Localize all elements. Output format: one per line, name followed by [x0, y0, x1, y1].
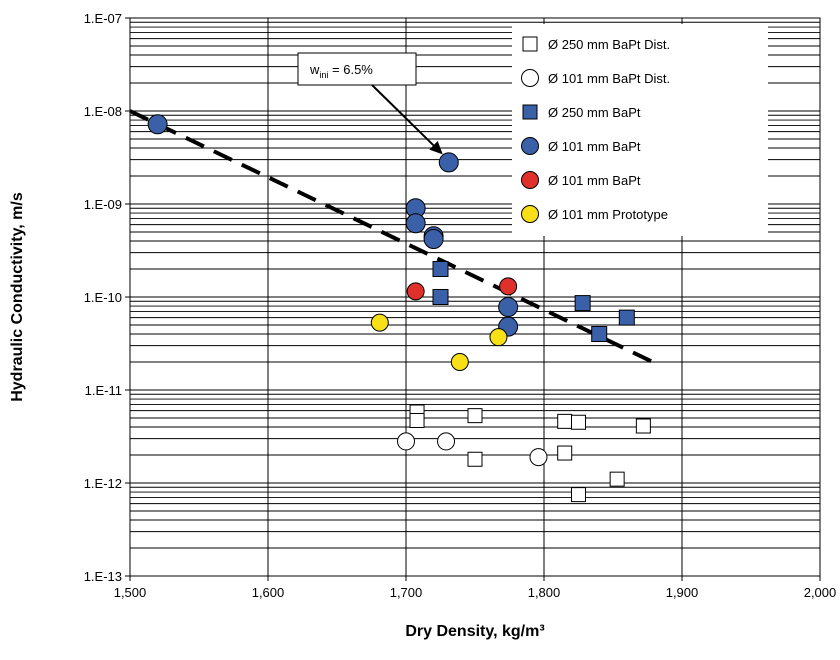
data-point-series-5 [489, 328, 508, 347]
y-tick-label: 1.E-09 [84, 197, 122, 212]
legend-label-2: Ø 250 mm BaPt [548, 105, 641, 120]
y-tick-label: 1.E-07 [84, 11, 122, 26]
data-point-series-2 [432, 261, 449, 278]
data-point-series-5 [370, 313, 389, 332]
legend-label-0: Ø 250 mm BaPt Dist. [548, 37, 670, 52]
legend-marker-5 [521, 205, 539, 223]
data-point-series-0 [467, 451, 483, 467]
y-tick-label: 1.E-08 [84, 104, 122, 119]
legend-marker-4 [521, 171, 539, 189]
y-tick-label: 1.E-12 [84, 476, 122, 491]
data-point-series-2 [574, 295, 591, 312]
annotation-arrow [371, 84, 435, 147]
legend-label-1: Ø 101 mm BaPt Dist. [548, 71, 670, 86]
data-point-series-0 [571, 414, 586, 430]
data-point-series-0 [467, 408, 483, 424]
annotation-main: w [309, 62, 320, 77]
data-point-series-3 [147, 114, 168, 135]
data-point-series-5 [450, 353, 469, 372]
data-points [147, 114, 651, 503]
x-tick-label: 1,500 [114, 585, 147, 600]
data-point-series-4 [499, 277, 518, 296]
legend-marker-2 [522, 104, 538, 120]
data-point-series-3 [423, 229, 444, 250]
legend: Ø 250 mm BaPt Dist. Ø 101 mm BaPt Dist. Ø … [512, 24, 768, 236]
data-point-series-0 [409, 412, 425, 428]
legend-label-4: Ø 101 mm BaPt [548, 173, 641, 188]
y-tick-label: 1.E-10 [84, 290, 122, 305]
legend-marker-3 [521, 137, 539, 155]
data-point-series-0 [557, 413, 573, 429]
data-point-series-2 [432, 289, 449, 305]
y-axis-title: Hydraulic Conductivity, m/s [9, 192, 26, 402]
legend-marker-1 [521, 69, 539, 87]
data-point-series-3 [405, 213, 426, 234]
x-tick-label: 1,600 [252, 585, 285, 600]
data-point-series-3 [438, 152, 459, 173]
x-tick-label: 2,000 [804, 585, 837, 600]
data-point-series-0 [609, 471, 625, 487]
data-point-series-0 [635, 418, 651, 434]
annotation-box [297, 52, 417, 86]
y-tick-label: 1.E-13 [84, 569, 122, 584]
data-point-series-3 [498, 297, 519, 318]
data-point-series-0 [557, 445, 573, 461]
x-tick-label: 1,800 [528, 585, 561, 600]
data-point-series-4 [406, 282, 425, 301]
annotation-text: wini = 6.5% [309, 62, 373, 80]
x-tick-label: 1,700 [390, 585, 423, 600]
legend-marker-0 [522, 36, 538, 52]
data-point-series-1 [529, 448, 548, 467]
x-axis-title: Dry Density, kg/m³ [405, 623, 544, 640]
annotation-subscript: ini [319, 70, 328, 80]
legend-box [512, 24, 768, 236]
y-tick-label: 1.E-11 [85, 383, 122, 398]
data-point-series-2 [618, 309, 635, 326]
data-point-series-1 [437, 432, 456, 451]
annotation-tail: = 6.5% [328, 62, 373, 77]
annotation-arrowhead [429, 141, 443, 155]
y-axis-ticks: 1.E-13 1.E-12 1.E-11 1.E-10 1.E-09 1.E-08 1.E-… [84, 11, 130, 584]
trend-line [129, 109, 659, 366]
legend-label-5: Ø 101 mm Prototype [548, 207, 668, 222]
annotation-w-ini: wini = 6.5% [297, 52, 443, 155]
data-point-series-1 [397, 432, 415, 451]
data-point-series-0 [571, 487, 586, 503]
x-axis-ticks: 1,500 1,600 1,700 1,800 1,900 2,000 [114, 576, 837, 600]
x-tick-label: 1,900 [666, 585, 699, 600]
legend-label-3: Ø 101 mm BaPt [548, 139, 641, 154]
data-point-series-2 [591, 326, 608, 343]
